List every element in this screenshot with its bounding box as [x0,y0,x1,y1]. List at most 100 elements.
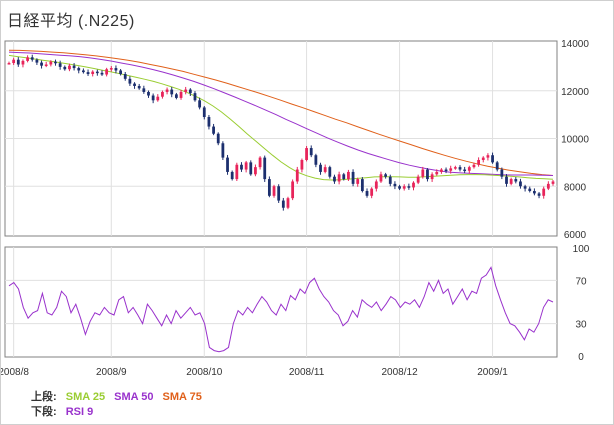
candle [314,153,318,168]
candle [86,69,90,76]
candle [151,93,155,104]
candle [374,179,378,192]
candle [142,85,146,94]
candle-body [267,179,271,196]
rsi-y-tick-label: 30 [575,320,587,331]
candle-body [463,169,467,172]
candle [337,171,341,185]
price-y-tick-label: 6000 [564,230,587,241]
candle-body [81,70,85,73]
candle [207,114,211,130]
candle-body [416,176,420,183]
candle [128,76,132,86]
candle-body [30,57,34,60]
candle-body [546,183,550,189]
candle-body [347,171,350,180]
rsi-y-tick-label: 0 [578,352,584,363]
candle-body [216,133,220,144]
candle [491,152,494,164]
candle [523,184,527,192]
x-tick-label: 2008/10 [186,367,223,378]
candle [198,97,202,110]
candle-body [26,57,29,61]
candle [63,65,67,71]
candle-body [35,59,39,63]
candle-body [54,61,57,64]
candle-body [426,169,429,180]
candle-body [147,91,150,96]
candle-body [328,167,332,177]
candle-body [314,155,318,165]
candle-body [174,94,178,98]
candle-body [388,176,392,184]
rsi-panel: 100 70 30 0 [4,244,590,363]
candle [472,162,476,169]
legend-sma50: SMA 50 [114,391,154,403]
candle [328,165,332,179]
candle-body [21,60,25,65]
sma50-line [8,51,554,176]
candle [109,66,113,72]
candle-body [40,62,43,66]
candle-body [435,171,439,175]
candle-body [472,164,476,168]
candle [426,168,429,182]
candle [40,60,43,69]
candle-body [226,157,229,172]
candle [100,70,104,76]
candle-body [133,83,136,86]
sma25-series [8,54,554,181]
candle-body [258,157,262,168]
candle [54,59,57,66]
candle [440,168,443,174]
candle [7,61,11,65]
candle-body [137,85,141,89]
candle [458,165,462,172]
candle-body [309,148,313,156]
candle [161,90,164,99]
candle-body [440,169,443,172]
candle-body [519,181,522,187]
x-tick-label: 2008/9 [96,367,127,378]
candle [226,154,229,175]
candle-body [235,164,239,180]
candle [105,67,109,77]
candle [416,174,420,185]
candle-body [342,174,346,180]
candle [123,72,127,81]
candle-body [286,198,290,208]
rsi-plot-area [4,246,558,358]
candle [202,106,206,120]
candle [435,169,439,176]
candle-body [421,169,425,177]
candle-body [402,186,406,189]
candle [35,58,39,65]
candle [309,145,313,158]
x-axis: 2008/8 2008/9 2008/10 2008/11 2008/12 2009/1 [1,367,508,378]
candle [30,54,34,62]
candle [370,187,374,199]
candle-body [500,169,504,177]
candle [495,160,499,172]
candle [421,166,425,179]
price-grid [5,41,557,236]
candle [258,156,262,170]
candle-body [449,168,453,171]
candle-body [244,162,248,170]
candle-body [453,167,457,169]
candle [26,55,29,63]
candle-body [114,68,118,71]
candle-body [523,186,527,189]
candle [254,164,257,177]
candle-body [528,188,532,192]
sma75-line [8,49,554,176]
candle [244,160,248,173]
candle [477,157,481,167]
candle [77,66,81,74]
candle [249,160,253,176]
candle-body [393,183,397,187]
legend-lower: 下段: RSI 9 [31,403,99,419]
rsi-y-tick-label: 70 [575,276,587,287]
legend-rsi9: RSI 9 [65,406,94,418]
